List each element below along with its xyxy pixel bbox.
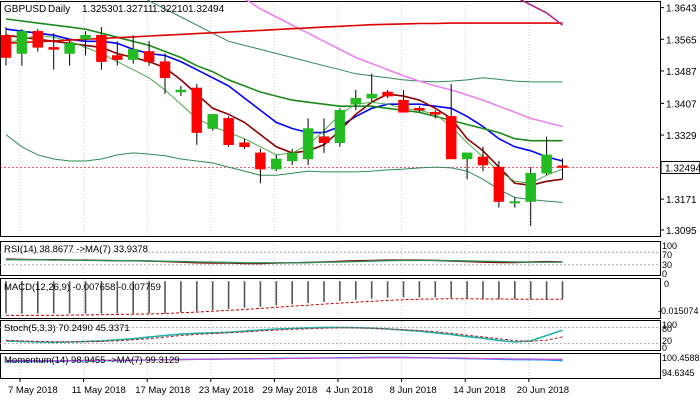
candle-body [159, 61, 171, 79]
candle-body [64, 43, 75, 54]
rsi-axis-label: 100 [662, 241, 677, 251]
date-axis-label: 23 May 2018 [199, 385, 254, 396]
date-axis-label: 8 Jun 2018 [390, 385, 437, 396]
candle-body [382, 91, 393, 97]
candle-body [541, 154, 552, 174]
timeframe-label: Daily [48, 4, 70, 15]
macd-label: MACD(12,26,9) -0.007658 -0.007759 [4, 282, 161, 293]
momentum-axis-label: 100.4588 [662, 353, 700, 363]
candle-body [477, 156, 489, 166]
candle-body [414, 108, 425, 111]
candle-body [334, 110, 346, 143]
stoch-axis-label: 80 [662, 324, 672, 334]
candle-body [461, 152, 473, 160]
date-axis-label: 17 May 2018 [135, 385, 190, 396]
stoch-axis-label: 100 [662, 320, 677, 330]
candle-body [80, 34, 91, 40]
price-axis-label: 1.3095 [666, 226, 697, 237]
candle-body [143, 51, 155, 62]
rsi-plot-area [0, 251, 660, 266]
overlay-line-magenta [245, 0, 563, 128]
macd-plot-area [5, 281, 564, 316]
candle-body [286, 152, 298, 162]
date-axis-label: 11 May 2018 [72, 385, 126, 396]
candle-body [350, 97, 362, 105]
rsi-axis-label: 0 [662, 269, 667, 279]
macd-signal-line [6, 298, 563, 316]
stoch-axis-label: 20 [662, 336, 672, 346]
stoch-plot-area [0, 326, 660, 345]
main-panel-frame [0, 1, 661, 237]
candle-body [223, 118, 234, 146]
candle-body [191, 87, 203, 133]
rsi-axis-label: 70 [662, 250, 672, 260]
rsi-label: RSI(14) 38.8677 ->MA(7) 33.9378 [4, 244, 148, 255]
rsi-axis-label: 30 [662, 260, 672, 270]
momentum-panel-frame [0, 353, 661, 379]
momentum-series-line [6, 357, 563, 362]
overlay-line-bb-upper [146, 0, 563, 83]
rsi-series-line [6, 259, 563, 264]
stoch-label: Stoch(5,3,3) 70.2490 45.3371 [4, 323, 130, 334]
momentum-label: Momentum(14) 98.9455 ->MA(7) 99.3129 [4, 355, 180, 366]
current-price-tag [660, 160, 700, 174]
candle-body [366, 93, 377, 99]
date-axis-label: 7 May 2018 [8, 385, 58, 396]
momentum-plot-area [6, 356, 563, 363]
price-axis-label: 1.3487 [666, 67, 697, 78]
stoch-panel-frame [0, 320, 661, 351]
candle-body [239, 142, 250, 148]
date-axis-label: 29 May 2018 [262, 385, 317, 396]
candle-body [557, 165, 568, 168]
ohlc-value: 1.32530 [82, 4, 119, 15]
candle-body [175, 89, 187, 93]
momentum-axis-label: 94.6345 [662, 368, 695, 378]
candle-body [32, 30, 44, 48]
candle-body [318, 136, 330, 143]
macd-axis-label: 0 [664, 279, 669, 289]
stoch-series-line [5, 327, 563, 343]
stoch-axis-label: 0 [662, 343, 667, 353]
candle-body [16, 30, 28, 54]
price-axis-label: 1.3329 [666, 131, 697, 142]
macd-axis-label: -0.015074 [658, 306, 699, 316]
candle-body [96, 34, 107, 62]
ohlc-value: 1.32711 [118, 4, 154, 15]
price-axis-label: 1.3171 [666, 195, 697, 206]
symbol-label: GBPUSD [4, 4, 46, 15]
overlay-line-green [5, 18, 563, 142]
ohlc-value: 1.32494 [188, 4, 225, 15]
ohlc-value: 1.32210 [152, 4, 189, 15]
candle-body [112, 55, 123, 60]
candle-body [302, 128, 314, 160]
date-axis-label: 14 Jun 2018 [453, 385, 505, 396]
candle-body [48, 47, 59, 50]
candle-body [127, 49, 139, 60]
candle-body [509, 201, 521, 204]
candle-body [207, 114, 218, 129]
candle-body [271, 158, 282, 170]
date-axis-label: 20 Jun 2018 [517, 385, 569, 396]
date-axis-label: 4 Jun 2018 [326, 385, 373, 396]
candle-body [525, 172, 536, 202]
current-price-label: 1.32494 [665, 163, 700, 174]
price-axis-label: 1.3643 [666, 4, 697, 15]
candle-body [430, 112, 441, 115]
price-axis-label: 1.3565 [666, 35, 697, 46]
macd-panel-frame [0, 278, 661, 319]
candle-body [398, 99, 409, 113]
rsi-panel-frame [0, 241, 661, 276]
main-plot-area [0, 0, 568, 226]
overlay-line-bb-lower [5, 134, 563, 203]
candle-body [0, 34, 12, 58]
candle-body [255, 152, 266, 170]
candle-body [493, 166, 505, 202]
price-axis-label: 1.3407 [666, 99, 697, 110]
candle-body [445, 116, 457, 160]
